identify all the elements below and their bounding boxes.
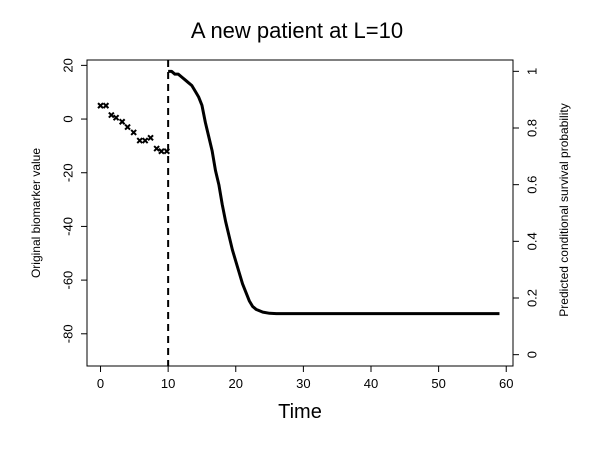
biomarker-point: [102, 102, 110, 109]
x-axis-label: Time: [278, 401, 322, 423]
x-tick-label: 10: [161, 376, 175, 391]
x-tick-label: 50: [431, 376, 445, 391]
y-axis-right: 0 0.2 0.4 0.6 0.8 1: [513, 68, 539, 358]
biomarker-point: [158, 148, 165, 155]
x-tick-label: 0: [97, 376, 104, 391]
y-axis-label-left: Original biomarker value: [29, 148, 43, 278]
plot-frame: [86, 59, 514, 367]
y-tick-label-right: 0.8: [524, 119, 539, 137]
y-tick-label-right: 1: [524, 68, 539, 75]
survival-curve: [168, 69, 500, 316]
biomarker-point: [141, 137, 149, 144]
y-tick-label-left: 20: [60, 58, 75, 72]
chart-title: A new patient at L=10: [191, 18, 403, 43]
biomarker-point: [136, 137, 143, 144]
biomarker-point: [163, 148, 170, 155]
y-tick-label-left: -60: [60, 271, 75, 290]
y-tick-label-right: 0.2: [524, 289, 539, 307]
x-tick-label: 40: [364, 376, 378, 391]
biomarker-point: [147, 134, 154, 142]
y-tick-label-left: -40: [60, 217, 75, 236]
biomarker-point: [97, 102, 104, 109]
biomarker-point: [112, 114, 120, 121]
biomarker-point: [108, 111, 115, 119]
y-tick-label-right: 0: [524, 351, 539, 358]
x-axis: 0 10 20 30 40 50 60: [97, 366, 513, 391]
biomarker-point: [130, 129, 137, 136]
y-tick-label-left: -80: [60, 324, 75, 343]
y-tick-label-right: 0.6: [524, 176, 539, 194]
biomarker-point: [153, 145, 160, 152]
y-tick-label-right: 0.4: [524, 232, 539, 250]
biomarker-point: [124, 123, 131, 131]
y-axis-left: 20 0 -20 -40 -60 -80: [60, 58, 87, 343]
y-tick-label-left: -20: [60, 163, 75, 182]
x-tick-label: 60: [499, 376, 513, 391]
biomarker-point: [118, 118, 126, 125]
y-axis-label-right: Predicted conditional survival probabili…: [557, 103, 571, 316]
series-layer: [97, 60, 500, 366]
x-tick-label: 20: [229, 376, 243, 391]
x-tick-label: 30: [296, 376, 310, 391]
y-tick-label-left: 0: [60, 115, 75, 122]
